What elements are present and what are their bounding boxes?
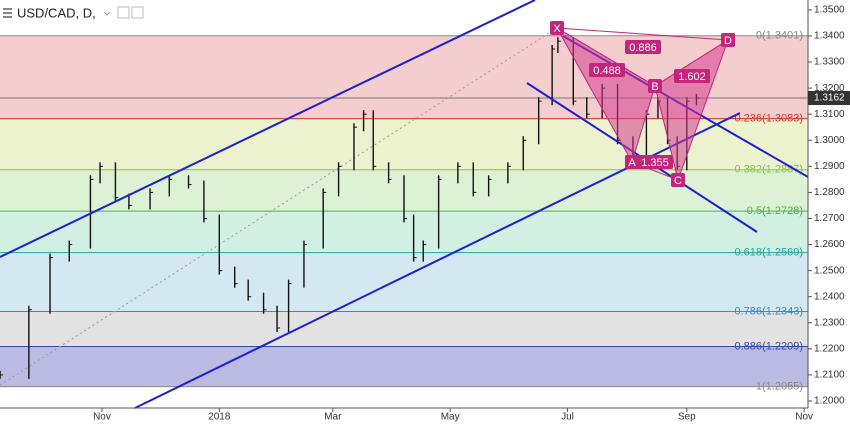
fib-label: 0.618(1.2569) xyxy=(735,247,804,259)
harmonic-pattern: X A B C D 0.886 0.488 1.355 1.602 xyxy=(550,21,735,187)
pattern-point: B xyxy=(651,81,658,93)
point-box xyxy=(671,173,685,187)
fib-label: 0.236(1.3083) xyxy=(735,113,804,125)
y-tick-label: 1.3000 xyxy=(814,135,845,146)
y-tick-label: 1.3100 xyxy=(814,109,845,120)
x-tick-label: May xyxy=(441,412,460,423)
y-tick-label: 1.2900 xyxy=(814,161,845,172)
point-box xyxy=(550,21,564,35)
ratio-box xyxy=(637,155,673,169)
pattern-point: X xyxy=(553,23,561,35)
pattern-point: D xyxy=(724,35,732,47)
ratio-box xyxy=(589,63,625,77)
axes: 1.3500 1.3400 1.3300 1.3200 1.3100 1.3000 1.29… xyxy=(93,5,850,423)
ratio-box xyxy=(625,40,661,54)
y-tick-label: 1.2700 xyxy=(814,213,845,224)
fib-label: 0.886(1.2209) xyxy=(735,340,804,352)
y-tick-label: 1.2200 xyxy=(814,343,845,354)
price-axis-bg xyxy=(808,0,850,425)
pattern-point: A xyxy=(628,157,636,169)
y-tick-label: 1.2100 xyxy=(814,370,845,381)
pattern-ratio: 1.355 xyxy=(641,157,669,169)
menu-icon[interactable] xyxy=(3,8,12,18)
dropdown-icon[interactable] xyxy=(103,11,111,16)
y-tick-label: 1.3500 xyxy=(814,5,845,16)
trend-dotted xyxy=(0,27,558,386)
fib-label: 0(1.3401) xyxy=(756,30,803,42)
x-tick-label: Nov xyxy=(795,412,813,423)
x-tick-label: Nov xyxy=(93,412,111,423)
pattern-ratio: 0.488 xyxy=(593,65,621,77)
fib-label: 0.786(1.2343) xyxy=(735,305,804,317)
fib-label: 0.5(1.2728) xyxy=(747,205,803,217)
y-tick-label: 1.2000 xyxy=(814,396,845,407)
x-tick-label: Mar xyxy=(324,412,342,423)
settings-icon[interactable] xyxy=(117,6,130,19)
x-tick-label: Sep xyxy=(678,412,696,423)
pattern-xd xyxy=(556,27,729,41)
point-box xyxy=(625,155,639,169)
fib-label: 0.382(1.2887) xyxy=(735,164,804,176)
fib-label: 1(1.2055) xyxy=(756,381,803,393)
fib-band xyxy=(0,311,808,347)
last-price-tag xyxy=(808,91,850,106)
x-tick-label: Jul xyxy=(561,412,574,423)
y-tick-label: 1.3300 xyxy=(814,57,845,68)
symbol-title: USD/CAD, D, xyxy=(17,5,96,20)
pattern-xb xyxy=(556,27,656,87)
y-tick-label: 1.2300 xyxy=(814,317,845,328)
fib-band xyxy=(0,346,808,387)
ratio-box xyxy=(674,69,710,83)
point-box xyxy=(648,79,662,93)
y-tick-label: 1.2800 xyxy=(814,187,845,198)
y-tick-label: 1.2600 xyxy=(814,239,845,250)
pattern-ratio: 1.602 xyxy=(678,71,706,83)
x-tick-label: 2018 xyxy=(208,412,231,423)
compare-icon[interactable] xyxy=(131,6,144,19)
pattern-bd xyxy=(654,39,729,87)
fib-band xyxy=(0,252,808,312)
y-tick-label: 1.3400 xyxy=(814,31,845,42)
pattern-point: C xyxy=(674,175,682,187)
y-tick-label: 1.2400 xyxy=(814,291,845,302)
pattern-ratio: 0.886 xyxy=(629,42,657,54)
point-box xyxy=(721,33,735,47)
last-price-label: 1.3162 xyxy=(814,93,845,104)
y-tick-label: 1.2500 xyxy=(814,265,845,276)
y-tick-label: 1.3200 xyxy=(814,83,845,94)
channel-upper xyxy=(0,0,536,258)
